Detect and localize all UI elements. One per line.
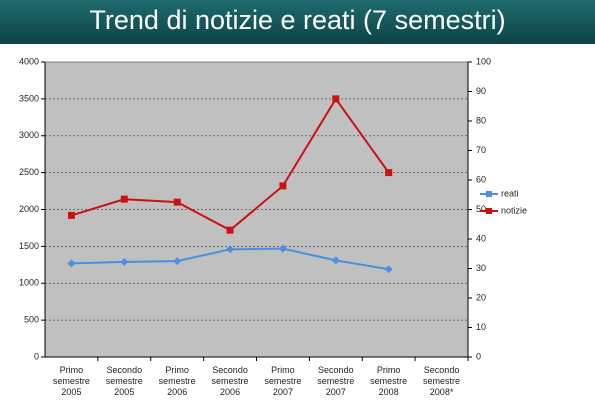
y2-tick-label: 40 — [476, 233, 486, 243]
y-tick-label: 2000 — [19, 204, 39, 214]
marker — [226, 245, 235, 254]
legend-label: notizie — [501, 205, 527, 215]
y2-tick-label: 80 — [476, 115, 486, 125]
y2-tick-label: 70 — [476, 145, 486, 155]
marker — [384, 265, 393, 274]
legend-marker — [486, 191, 492, 197]
marker — [120, 257, 129, 266]
y-tick-label: 3000 — [19, 130, 39, 140]
y-tick-label: 3500 — [19, 93, 39, 103]
y-tick-label: 4000 — [19, 56, 39, 66]
y2-tick-label: 30 — [476, 263, 486, 273]
y2-tick-label: 10 — [476, 322, 486, 332]
marker — [173, 257, 182, 266]
marker — [279, 182, 287, 190]
x-tick-label: Primo semestre 2005 — [52, 365, 90, 397]
y-tick-label: 2500 — [19, 167, 39, 177]
header-band — [0, 0, 595, 44]
marker — [67, 211, 75, 219]
marker — [278, 244, 287, 253]
plot-area — [44, 61, 469, 358]
y2-tick-label: 20 — [476, 292, 486, 302]
chart-title: Trend di notizie e reati (7 semestri) — [89, 5, 506, 35]
marker — [226, 226, 234, 234]
x-tick-label: Primo semestre 2008 — [370, 365, 408, 397]
x-tick-label: Primo semestre 2007 — [264, 365, 302, 397]
marker — [120, 195, 128, 203]
y-tick-label: 500 — [24, 315, 39, 325]
y2-tick-label: 100 — [476, 56, 491, 66]
legend-label: reati — [501, 188, 519, 198]
y2-tick-label: 50 — [476, 204, 486, 214]
x-tick-label: Primo semestre 2006 — [158, 365, 196, 397]
y2-tick-label: 60 — [476, 174, 486, 184]
y2-tick-label: 0 — [476, 351, 481, 361]
x-tick-label: Secondo semestre 2008* — [423, 365, 461, 397]
x-tick-label: Secondo semestre 2007 — [317, 365, 355, 397]
marker — [331, 256, 340, 265]
x-tick-label: Secondo semestre 2005 — [105, 365, 143, 397]
marker — [67, 259, 76, 268]
marker — [385, 169, 393, 177]
marker — [173, 198, 181, 206]
y-tick-label: 0 — [34, 351, 39, 361]
y-tick-label: 1500 — [19, 241, 39, 251]
marker — [332, 95, 340, 103]
legend-marker — [486, 208, 492, 214]
y2-tick-label: 90 — [476, 86, 486, 96]
x-tick-label: Secondo semestre 2006 — [211, 365, 249, 397]
y-tick-label: 1000 — [19, 278, 39, 288]
